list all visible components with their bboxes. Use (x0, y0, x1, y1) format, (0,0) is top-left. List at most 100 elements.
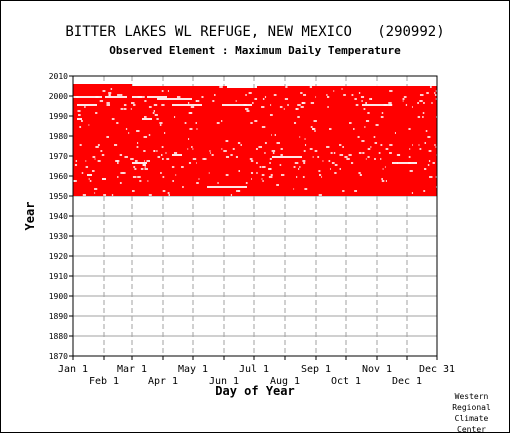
missing-data-point (435, 176, 437, 178)
missing-data-point (235, 156, 238, 158)
missing-data-point (97, 160, 101, 162)
missing-data-point (258, 146, 263, 148)
missing-data-point (370, 146, 372, 148)
missing-data-point (264, 152, 266, 154)
chart-subtitle: Observed Element : Maximum Daily Tempera… (109, 44, 401, 57)
missing-data-point (236, 190, 240, 192)
missing-data-point (75, 160, 78, 162)
y-tick-label: 1910 (49, 272, 68, 281)
missing-data-point (119, 182, 122, 184)
missing-data-point (146, 160, 150, 162)
missing-data-point (147, 180, 149, 182)
missing-data-point (144, 166, 146, 168)
missing-data-point (262, 98, 265, 100)
missing-data-point (119, 154, 123, 156)
missing-data-point (245, 182, 248, 184)
missing-data-point (354, 190, 358, 192)
missing-data-point (396, 154, 400, 156)
missing-data-point (133, 166, 136, 168)
missing-data-point (343, 94, 346, 96)
missing-data-point (120, 172, 124, 174)
missing-data-point (342, 190, 345, 192)
missing-data-point (188, 162, 192, 164)
missing-data-point (133, 104, 136, 106)
missing-data-point (297, 104, 301, 106)
missing-data-point (276, 184, 279, 186)
missing-data-point (252, 102, 254, 104)
missing-data-point (422, 112, 425, 114)
missing-data-point (75, 96, 79, 98)
missing-data-point (287, 104, 289, 106)
missing-data-point (100, 150, 103, 152)
missing-data-point (184, 122, 187, 124)
missing-data-point (408, 162, 411, 164)
missing-data-point (114, 144, 118, 146)
missing-data-span (207, 186, 247, 188)
missing-data-point (196, 128, 198, 130)
missing-data-point (214, 94, 216, 96)
missing-data-span (147, 96, 167, 98)
missing-data-point (161, 104, 165, 106)
missing-data-point (128, 132, 130, 134)
y-tick-label: 1990 (49, 112, 68, 121)
missing-data-point (148, 134, 151, 136)
missing-data-point (304, 138, 306, 140)
missing-data-point (303, 150, 306, 152)
missing-data-point (396, 162, 398, 164)
missing-data-point (417, 116, 421, 118)
missing-data-point (264, 96, 267, 98)
missing-data-point (94, 192, 96, 194)
missing-data-point (293, 188, 295, 190)
missing-data-point (181, 166, 184, 168)
missing-data-point (251, 178, 252, 180)
missing-data-point (243, 104, 247, 106)
missing-data-point (309, 86, 312, 88)
missing-data-span (77, 118, 82, 120)
missing-data-point (268, 176, 273, 178)
missing-data-point (408, 128, 411, 130)
missing-data-point (99, 100, 104, 102)
missing-data-point (198, 178, 200, 180)
missing-data-point (117, 162, 119, 164)
missing-data-point (344, 156, 348, 158)
missing-data-point (402, 100, 404, 102)
missing-data-point (154, 114, 158, 116)
missing-data-point (173, 116, 176, 118)
missing-data-point (122, 172, 126, 174)
missing-data-point (106, 104, 111, 106)
x-tick-label: Nov 1 (362, 364, 392, 375)
missing-data-point (81, 172, 84, 174)
plot-border (72, 75, 438, 357)
missing-data-point (136, 146, 139, 148)
missing-data-point (85, 166, 89, 168)
missing-data-point (314, 130, 316, 132)
y-tick-label: 1940 (49, 212, 68, 221)
missing-data-point (250, 160, 254, 162)
missing-data-point (435, 146, 437, 148)
missing-data-point (216, 122, 220, 124)
missing-data-point (161, 146, 164, 148)
missing-data-point (175, 174, 177, 176)
missing-data-point (299, 166, 301, 168)
x-tick-label: May 1 (178, 364, 208, 375)
missing-data-point (359, 174, 362, 176)
missing-data-point (370, 98, 373, 100)
missing-data-point (389, 144, 393, 146)
missing-data-point (283, 108, 285, 110)
missing-data-span (132, 162, 147, 164)
missing-data-point (262, 180, 264, 182)
missing-data-point (279, 106, 283, 108)
missing-data-point (141, 96, 145, 98)
missing-data-point (160, 154, 163, 156)
missing-data-span (222, 104, 252, 106)
data-band (227, 88, 257, 196)
y-tick-label: 1960 (49, 172, 68, 181)
missing-data-point (436, 154, 440, 156)
missing-data-point (374, 142, 378, 144)
missing-data-point (299, 136, 301, 138)
missing-data-point (238, 170, 241, 172)
missing-data-point (250, 122, 253, 124)
missing-data-point (245, 94, 247, 96)
missing-data-point (195, 122, 197, 124)
